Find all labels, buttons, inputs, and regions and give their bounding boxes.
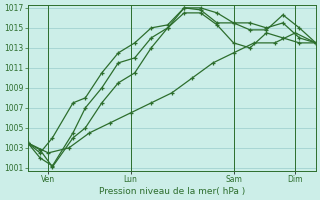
X-axis label: Pression niveau de la mer( hPa ): Pression niveau de la mer( hPa ) (99, 187, 245, 196)
